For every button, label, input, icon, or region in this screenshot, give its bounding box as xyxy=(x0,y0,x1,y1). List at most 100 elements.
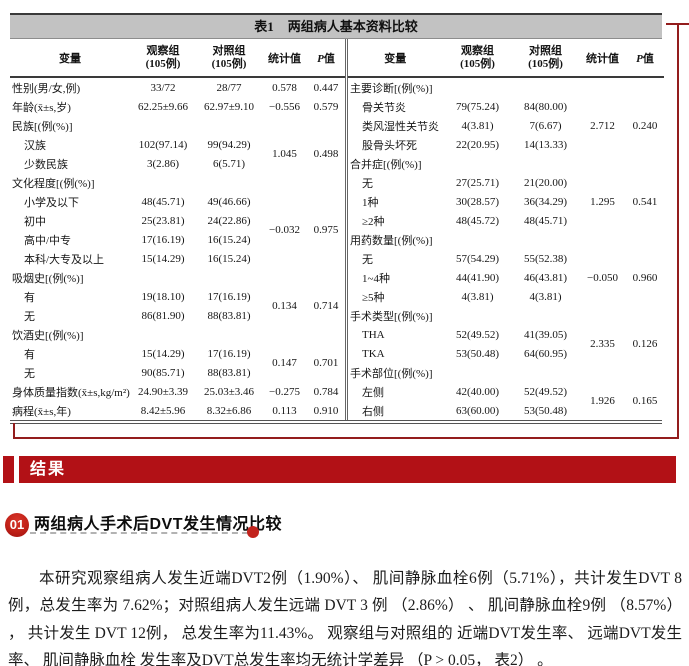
table-row: 骨关节炎 79(75.24) 84(80.00) 2.712 0.240 xyxy=(347,97,664,132)
control-cell: 41(39.05) xyxy=(523,328,568,341)
table-row: ≥5种 4(3.81) 4(3.81) xyxy=(347,287,664,306)
table-row: ≥2种 48(45.72) 48(45.71) xyxy=(347,211,664,230)
variable-cell: 无 xyxy=(24,310,35,323)
table-row: TKA 53(50.48) 64(60.95) xyxy=(347,344,664,363)
control-cell: 88(83.81) xyxy=(207,309,251,322)
observation-cell: 52(49.52) xyxy=(455,328,500,341)
control-cell: 62.97±9.10 xyxy=(203,100,255,113)
observation-cell: 4(3.81) xyxy=(461,119,494,132)
statistic-cell: −0.275 xyxy=(269,385,300,398)
control-cell: 17(16.19) xyxy=(207,347,251,360)
table-header-row: 变量 观察组 (105例) 对照组 (105例) 统计值 P值 xyxy=(10,39,345,78)
col-observation: 观察组 (105例) xyxy=(442,39,513,78)
col-pvalue: P值 xyxy=(307,39,345,78)
control-cell: 17(16.19) xyxy=(207,290,251,303)
col-statistic: 统计值 xyxy=(578,39,627,78)
variable-cell: 股骨头坏死 xyxy=(362,139,417,152)
table-row: 身体质量指数(x̄±s,kg/m²) 24.90±3.39 25.03±3.46 −0… xyxy=(10,382,345,401)
observation-cell: 33/72 xyxy=(150,81,176,94)
statistic-cell: −0.050 xyxy=(587,271,618,284)
statistic-cell: 0.147 xyxy=(272,357,297,369)
control-cell: 21(20.00) xyxy=(523,176,568,189)
variable-cell: 无 xyxy=(362,253,373,266)
observation-cell: 15(14.29) xyxy=(141,252,185,265)
variable-cell: 用药数量[(例(%)] xyxy=(350,234,433,247)
variable-cell: 高中/中专 xyxy=(24,234,72,247)
observation-cell: 30(28.57) xyxy=(455,195,500,208)
pvalue-cell: 0.714 xyxy=(313,300,339,312)
section-dashed-rule xyxy=(30,532,248,534)
table-row: 病程(x̄±s,年) 8.42±5.96 8.32±6.86 0.113 0.910 xyxy=(10,401,345,420)
table-row: 性别(男/女,例) 33/72 28/77 0.578 0.447 xyxy=(10,77,345,97)
table-group-row: 民族[(例(%)] xyxy=(10,116,345,135)
statistic-cell: 2.712 xyxy=(590,119,615,132)
table-row: 无 86(81.90) 88(83.81) xyxy=(10,306,345,325)
col-control: 对照组 (105例) xyxy=(196,39,262,78)
control-cell: 64(60.95) xyxy=(523,347,568,360)
table-group-row: 吸烟史[(例(%)] xyxy=(10,268,345,287)
table-row: 1种 30(28.57) 36(34.29) xyxy=(347,192,664,211)
control-cell: 14(13.33) xyxy=(523,138,568,151)
pvalue-cell: 0.975 xyxy=(313,224,339,236)
statistic-cell: 1.045 xyxy=(272,148,297,160)
section-number-badge: 01 xyxy=(5,513,29,537)
variable-cell: 小学及以下 xyxy=(24,196,79,209)
observation-cell: 8.42±5.96 xyxy=(140,404,186,417)
control-cell: 48(45.71) xyxy=(523,214,568,227)
variable-cell: THA xyxy=(362,328,385,341)
observation-cell: 57(54.29) xyxy=(455,252,500,265)
control-cell: 24(22.86) xyxy=(207,214,251,227)
control-cell: 16(15.24) xyxy=(207,252,251,265)
table-row: THA 52(49.52) 41(39.05) 2.335 0.126 xyxy=(347,325,664,351)
observation-cell: 62.25±9.66 xyxy=(137,100,189,113)
col-variable: 变量 xyxy=(346,39,443,78)
section-rule-end-dot xyxy=(247,526,259,538)
variable-cell: 初中 xyxy=(24,215,46,228)
pvalue-cell: 0.240 xyxy=(632,119,658,132)
variable-cell: 年龄(x̄±s,岁) xyxy=(12,101,71,114)
control-cell: 52(49.52) xyxy=(523,385,568,398)
table-row: 无 90(85.71) 88(83.81) xyxy=(10,363,345,382)
observation-cell: 27(25.71) xyxy=(455,176,500,189)
results-paragraph: 本研究观察组病人发生近端DVT2例（1.90%）、 肌间静脉血栓6例（5.71%… xyxy=(8,569,682,666)
control-cell: 84(80.00) xyxy=(523,100,568,113)
table-group-row: 主要诊断[(例(%)] xyxy=(347,77,664,97)
variable-cell: 身体质量指数(x̄±s,kg/m²) xyxy=(12,386,130,399)
observation-cell: 4(3.81) xyxy=(461,290,494,303)
variable-cell: 性别(男/女,例) xyxy=(12,82,81,95)
table-row: 高中/中专 17(16.19) 16(15.24) xyxy=(10,230,345,249)
control-cell: 25.03±3.46 xyxy=(203,385,255,398)
table-row: 1~4种 44(41.90) 46(43.81) xyxy=(347,268,664,287)
control-cell: 55(52.38) xyxy=(523,252,568,265)
pvalue-cell: 0.447 xyxy=(313,81,339,94)
statistic-cell: −0.556 xyxy=(269,100,300,113)
table-group-row: 手术部位[(例(%)] xyxy=(347,363,664,382)
table-row: 股骨头坏死 22(20.95) 14(13.33) xyxy=(347,135,664,154)
annotation-frame-bottom xyxy=(13,437,679,439)
table-row: 初中 25(23.81) 24(22.86) xyxy=(10,211,345,230)
variable-cell: 本科/大专及以上 xyxy=(24,253,105,266)
annotation-frame-right xyxy=(677,23,679,439)
pvalue-cell: 0.165 xyxy=(632,395,658,407)
col-observation: 观察组 (105例) xyxy=(130,39,196,78)
variable-cell: 1~4种 xyxy=(362,272,390,285)
observation-cell: 24.90±3.39 xyxy=(137,385,189,398)
observation-cell: 63(60.00) xyxy=(455,404,500,417)
pvalue-cell: 0.579 xyxy=(313,100,339,113)
table-row: 年龄(x̄±s,岁) 62.25±9.66 62.97±9.10 −0.556 0.57… xyxy=(10,97,345,116)
control-cell: 6(5.71) xyxy=(212,157,246,170)
variable-cell: 合并症[(例(%)] xyxy=(350,158,422,171)
table-group-row: 手术类型[(例(%)] xyxy=(347,306,664,325)
observation-cell: 17(16.19) xyxy=(141,233,185,246)
control-cell: 8.32±6.86 xyxy=(206,404,252,417)
variable-cell: 饮酒史[(例(%)] xyxy=(12,329,84,342)
observation-cell: 44(41.90) xyxy=(455,271,500,284)
pvalue-cell: 0.784 xyxy=(313,385,339,398)
pvalue-cell: 0.910 xyxy=(313,404,339,417)
pvalue-cell: 0.498 xyxy=(313,148,339,160)
col-statistic: 统计值 xyxy=(262,39,307,78)
table-row: 左侧 42(40.00) 52(49.52) 1.926 0.165 xyxy=(347,382,664,408)
control-cell: 4(3.81) xyxy=(529,290,562,303)
variable-cell: 少数民族 xyxy=(24,158,68,171)
